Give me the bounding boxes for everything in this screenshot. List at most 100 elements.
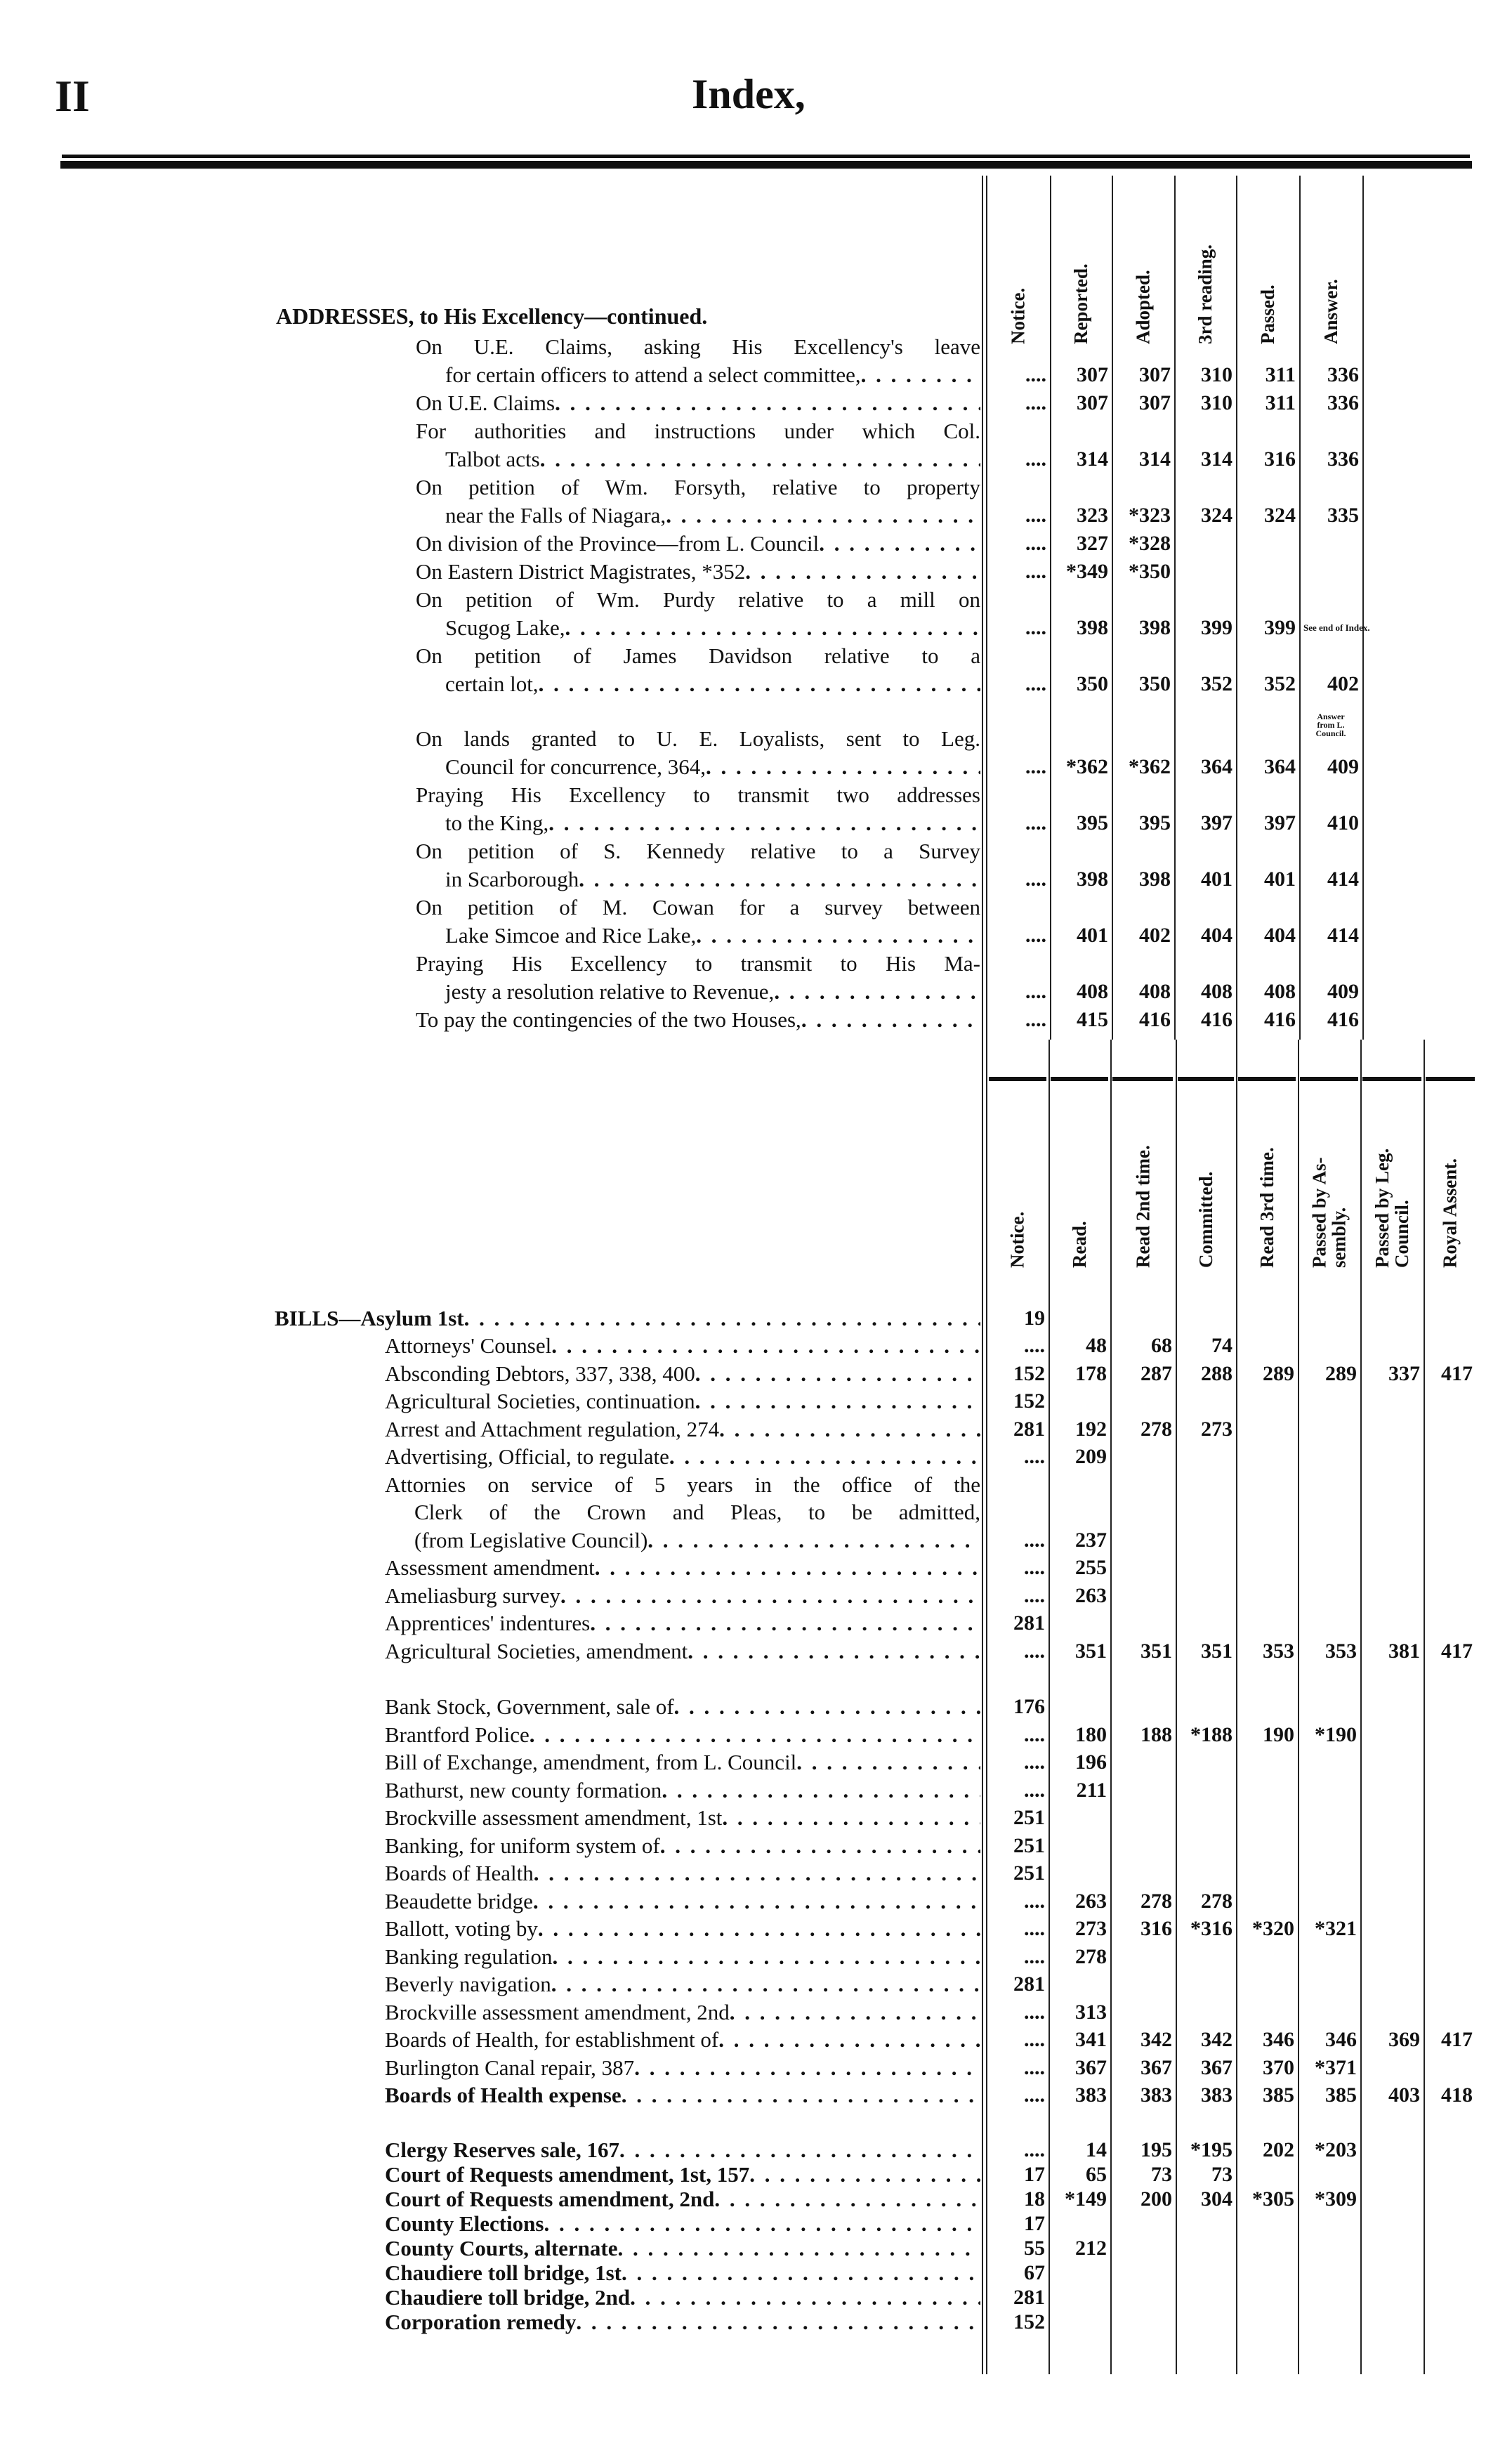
entry-text-line: to the King,. . . . . . . . . . . . . . … <box>445 809 980 837</box>
bills-column-rule <box>1110 1040 1112 2374</box>
entry-title: Apprentices' indentures <box>385 1611 591 1636</box>
index-entry: Beverly navigation. . . . . . . . . . . … <box>0 1971 1512 1999</box>
page-reference: 311 <box>1265 391 1296 414</box>
dot-leader: . . . . . . . . . . . . . . . . . . . . … <box>695 1361 980 1386</box>
page-reference: 67 <box>1024 2260 1045 2284</box>
page-reference: .... <box>1024 1944 1045 1968</box>
bills-column-header: Read 2nd time. <box>1132 1145 1154 1268</box>
page-reference: 352 <box>1201 672 1232 695</box>
entry-title: County Courts, alternate <box>385 2235 618 2260</box>
page-reference: 395 <box>1077 811 1108 834</box>
index-entry: BILLS—Asylum 1st. . . . . . . . . . . . … <box>0 1304 1512 1333</box>
dot-leader: . . . . . . . . . . . . . . . . . . . . … <box>532 1888 980 1913</box>
entry-title: Corporation remedy <box>385 2309 577 2334</box>
page-reference: .... <box>1025 616 1046 639</box>
page-reference: .... <box>1025 755 1046 778</box>
entry-text-line: for certain officers to attend a select … <box>445 361 980 389</box>
entry-text-line: Court of Requests amendment, 1st, 157. .… <box>385 2161 980 2189</box>
page-reference: 307 <box>1139 391 1171 414</box>
dot-leader: . . . . . . . . . . . . . . . . . . . . … <box>647 1527 980 1552</box>
entry-title: Boards of Health <box>385 1861 534 1886</box>
page-reference: 416 <box>1327 1008 1359 1031</box>
page-reference: 152 <box>1013 2310 1045 2334</box>
addresses-column-rule <box>1050 176 1051 1040</box>
page-reference: 273 <box>1075 1917 1107 1941</box>
dot-leader: . . . . . . . . . . . . . . . . . . . . … <box>796 1750 980 1775</box>
page-reference: 255 <box>1075 1556 1107 1580</box>
page-reference: 324 <box>1264 504 1296 527</box>
page-reference: 323 <box>1077 504 1108 527</box>
entry-text-line: On division of the Province—from L. Coun… <box>416 530 980 558</box>
dot-leader: . . . . . . . . . . . . . . . . . . . . … <box>464 1305 980 1330</box>
dot-leader: . . . . . . . . . . . . . . . . . . . . … <box>617 2235 981 2260</box>
entry-title: (from Legislative Council) <box>414 1527 648 1552</box>
entry-text-line: On petition of S. Kennedy relative to a … <box>416 839 980 863</box>
addresses-column-rule <box>982 176 983 1040</box>
page-reference: 310 <box>1201 363 1232 386</box>
page-reference: 408 <box>1264 980 1296 1003</box>
page-reference: 327 <box>1077 532 1108 555</box>
page-reference: .... <box>1025 560 1046 583</box>
page-reference: 202 <box>1263 2138 1294 2161</box>
entry-text-line: Burlington Canal repair, 387. . . . . . … <box>385 2054 980 2082</box>
page-reference: 346 <box>1325 2028 1357 2052</box>
dot-leader: . . . . . . . . . . . . . . . . . . . . … <box>801 1007 980 1032</box>
page-reference: 351 <box>1075 1639 1107 1663</box>
addresses-column-header: Notice. <box>1007 287 1029 344</box>
addresses-column-header: Adopted. <box>1132 270 1154 344</box>
addresses-column-header: 3rd reading. <box>1195 244 1216 344</box>
addresses-column-rule <box>1174 176 1176 1040</box>
page-reference: .... <box>1025 868 1046 891</box>
bills-column-header: Passed by As- sembly. <box>1308 1157 1350 1268</box>
dot-leader: . . . . . . . . . . . . . . . . . . . . … <box>696 923 980 948</box>
index-entry: Bank Stock, Government, sale of. . . . .… <box>0 1694 1512 1722</box>
index-entry: Arrest and Attachment regulation, 274. .… <box>0 1415 1512 1444</box>
page-reference: *349 <box>1066 560 1108 583</box>
dot-leader: . . . . . . . . . . . . . . . . . . . . … <box>538 672 980 696</box>
dot-leader: . . . . . . . . . . . . . . . . . . . . … <box>590 1611 980 1636</box>
dot-leader: . . . . . . . . . . . . . . . . . . . . … <box>695 1389 980 1414</box>
page-reference: 281 <box>1013 1417 1045 1441</box>
page-reference: 190 <box>1263 1722 1294 1746</box>
entry-text-line: Council for concurrence, 364,. . . . . .… <box>445 753 980 781</box>
page-reference: .... <box>1025 1008 1046 1031</box>
entry-title: Talbot acts <box>445 447 540 471</box>
page-reference: .... <box>1024 1722 1045 1746</box>
entry-text-line: Court of Requests amendment, 2nd. . . . … <box>385 2185 980 2213</box>
index-entry: Advertising, Official, to regulate. . . … <box>0 1444 1512 1472</box>
index-entry: On Eastern District Magistrates, *352. .… <box>0 558 1512 586</box>
page-reference: 17 <box>1024 2211 1045 2235</box>
dot-leader: . . . . . . . . . . . . . . . . . . . . … <box>659 1833 980 1858</box>
entry-text-line: For authorities and instructions under w… <box>416 419 980 443</box>
dot-leader: . . . . . . . . . . . . . . . . . . . . … <box>551 1333 980 1359</box>
page-reference: .... <box>1024 2000 1045 2024</box>
entry-text-line: Corporation remedy. . . . . . . . . . . … <box>385 2308 980 2336</box>
addresses-column-header: Reported. <box>1070 263 1091 344</box>
dot-leader: . . . . . . . . . . . . . . . . . . . . … <box>594 1555 980 1580</box>
page-reference: 416 <box>1201 1008 1232 1031</box>
entry-text-line: Beaudette bridge. . . . . . . . . . . . … <box>385 1887 980 1916</box>
dot-leader: . . . . . . . . . . . . . . . . . . . . … <box>576 2309 980 2334</box>
index-entry: Beaudette bridge. . . . . . . . . . . . … <box>0 1887 1512 1916</box>
bills-column-rule <box>1424 1040 1425 2374</box>
index-entry: County Elections. . . . . . . . . . . . … <box>0 2211 1512 2236</box>
entry-title: On U.E. Claims <box>416 391 556 415</box>
page-reference: 17 <box>1024 2162 1045 2186</box>
page-reference: 73 <box>1151 2162 1172 2186</box>
entry-title: Beaudette bridge <box>385 1888 533 1913</box>
entry-text-line: Chaudiere toll bridge, 1st. . . . . . . … <box>385 2259 980 2287</box>
page-reference: 364 <box>1264 755 1296 778</box>
page-reference: 273 <box>1201 1417 1232 1441</box>
dot-leader: . . . . . . . . . . . . . . . . . . . . … <box>718 2027 980 2053</box>
entry-text-line: On U.E. Claims, asking His Excellency's … <box>416 334 980 359</box>
page-reference: 417 <box>1441 1639 1473 1663</box>
page-reference: 342 <box>1140 2028 1172 2052</box>
page-reference: 288 <box>1201 1361 1232 1385</box>
entry-title: Assessment amendment <box>385 1555 595 1580</box>
page-reference: 399 <box>1264 616 1296 639</box>
page-reference: 68 <box>1151 1334 1172 1358</box>
entry-text-line: On Eastern District Magistrates, *352. .… <box>416 558 980 586</box>
page-reference: .... <box>1024 1334 1045 1358</box>
page-reference: *350 <box>1129 560 1171 583</box>
page-reference: 364 <box>1201 755 1232 778</box>
